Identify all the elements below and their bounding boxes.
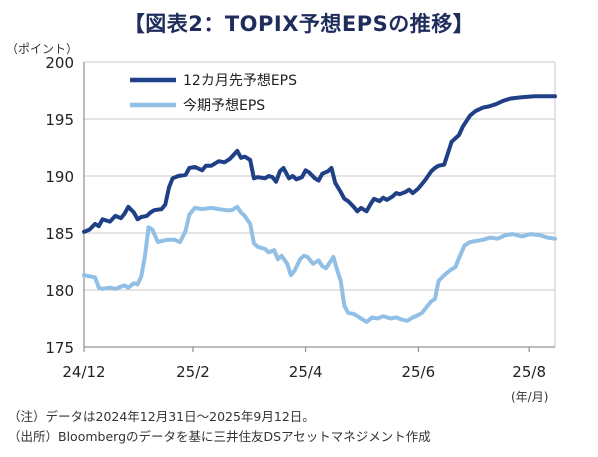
legend: 12カ月先予想EPS 今期予想EPS xyxy=(130,73,297,114)
source-note: （出所）Bloombergのデータを基に三井住友DSアセットマネジメント作成 xyxy=(8,429,431,444)
series-line-1 xyxy=(82,94,557,234)
footnote: （注）データは2024年12月31日～2025年9月12日。 xyxy=(8,409,315,424)
y-tick-label: 175 xyxy=(45,339,74,357)
x-axis-unit: (年/月) xyxy=(511,390,549,404)
y-tick-label: 180 xyxy=(45,282,74,300)
x-tick-label: 25/8 xyxy=(512,363,546,381)
y-axis-unit: （ポイント） xyxy=(6,42,79,56)
axes: 175 180 185 190 195 200 24/12 25/2 25/4 25/6 25/8 xyxy=(45,54,555,381)
y-tick-label: 200 xyxy=(45,54,74,72)
legend-label-1: 12カ月先予想EPS xyxy=(183,73,297,89)
x-tick-label: 24/12 xyxy=(62,363,105,381)
chart-title: 【図表2：TOPIX予想EPSの推移】 xyxy=(123,12,475,36)
series-line-2 xyxy=(82,204,557,324)
x-tick-label: 25/2 xyxy=(176,363,210,381)
legend-label-2: 今期予想EPS xyxy=(183,98,265,114)
gridlines xyxy=(84,61,556,347)
series-lines xyxy=(82,94,557,324)
y-tick-label: 185 xyxy=(45,225,74,243)
x-tick-label: 25/6 xyxy=(401,363,435,381)
y-tick-label: 195 xyxy=(45,111,74,129)
y-tick-label: 190 xyxy=(45,168,74,186)
x-tick-label: 25/4 xyxy=(289,363,323,381)
